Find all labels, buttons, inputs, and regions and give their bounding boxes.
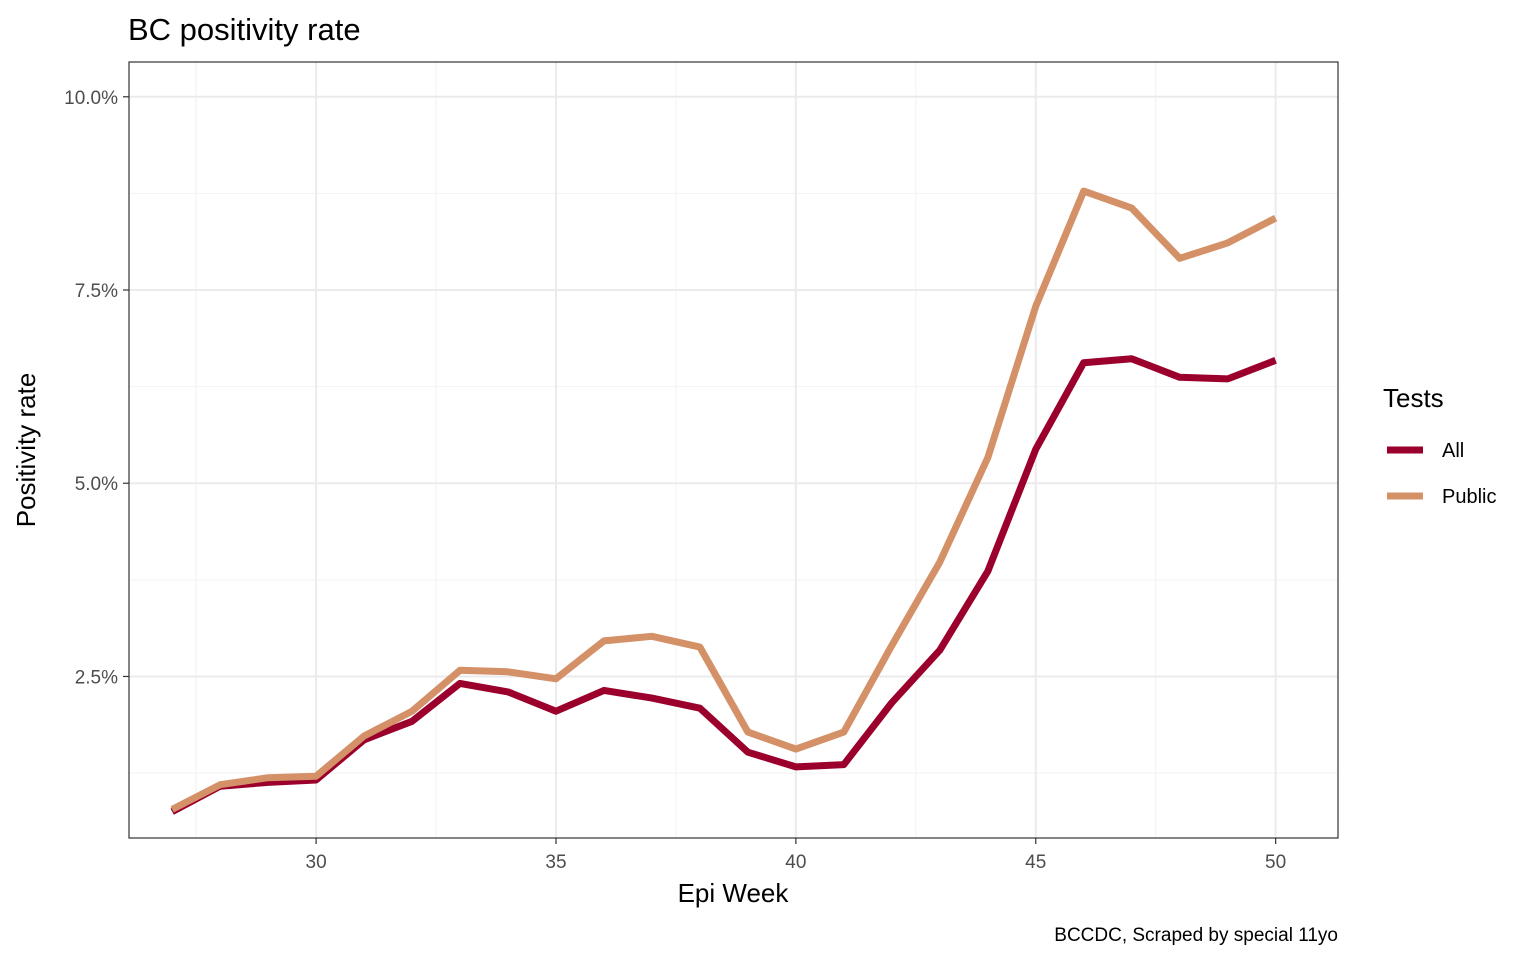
series-lines [170,187,1278,815]
y-tick-label: 7.5% [75,281,118,302]
x-tick-label: 40 [785,852,806,873]
x-axis-title: Epi Week [678,878,790,908]
plot-panel [129,62,1338,838]
y-tick-label: 2.5% [75,667,118,688]
x-tick-label: 45 [1025,852,1046,873]
legend: Tests All Public [1383,383,1496,508]
legend-title: Tests [1383,383,1444,413]
y-tick-label: 10.0% [64,88,118,109]
y-axis-ticks: 2.5% 5.0% 7.5% 10.0% [64,88,129,688]
y-tick-label: 5.0% [75,474,118,495]
x-axis-ticks: 30 35 40 45 50 [306,838,1286,873]
chart-title: BC positivity rate [128,12,361,47]
plot-panel-border [128,61,1339,839]
y-axis-title: Positivity rate [11,373,41,528]
x-tick-label: 35 [545,852,566,873]
series-line-public [170,187,1278,813]
x-tick-label: 50 [1265,852,1286,873]
chart-caption: BCCDC, Scraped by special 11yo [1054,925,1338,946]
legend-label-all: All [1442,440,1464,462]
x-tick-label: 30 [306,852,327,873]
grid [129,62,1338,838]
legend-label-public: Public [1442,486,1496,508]
